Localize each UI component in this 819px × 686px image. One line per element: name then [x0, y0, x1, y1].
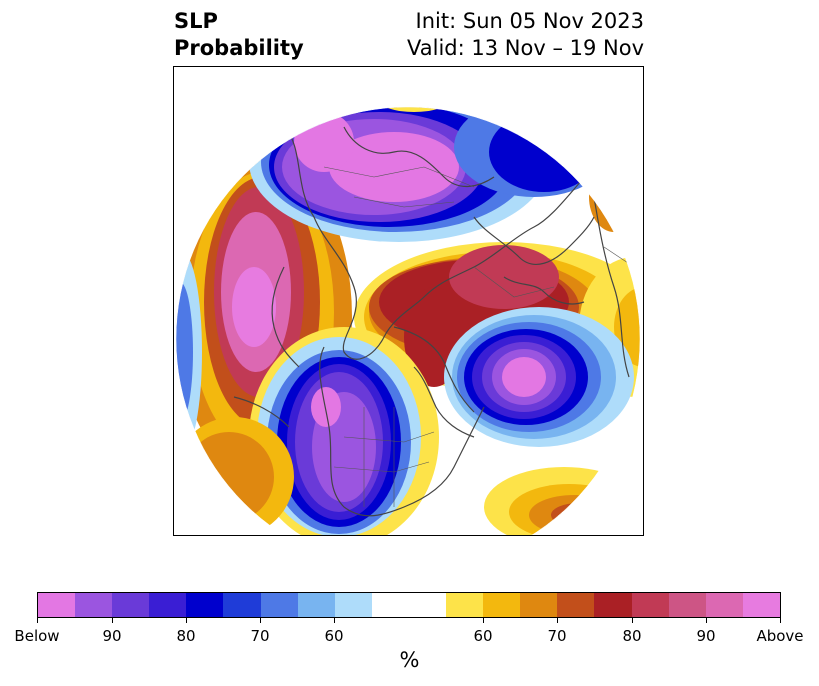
- colorbar-segment: [408, 593, 447, 617]
- colorbar-segment: [149, 593, 187, 617]
- colorbar-segment: [631, 593, 669, 617]
- title-init-date: Init: Sun 05 Nov 2023: [415, 9, 644, 33]
- colorbar-segment: [112, 593, 150, 617]
- colorbar-segment: [446, 593, 484, 617]
- colorbar: [37, 592, 781, 618]
- colorbar-tick-label: 90: [696, 627, 716, 645]
- colorbar-tick-label: 60: [473, 627, 493, 645]
- colorbar-segment: [668, 593, 706, 617]
- colorbar-segment: [223, 593, 261, 617]
- title-valid-range: Valid: 13 Nov – 19 Nov: [407, 36, 644, 60]
- anomaly-southwest-above: [176, 417, 294, 535]
- map-title-right: Init: Sun 05 Nov 2023 Valid: 13 Nov – 19…: [407, 8, 644, 62]
- colorbar-tick-label: 90: [102, 627, 122, 645]
- colorbar-segment: [186, 593, 224, 617]
- title-subtitle: Probability: [174, 36, 304, 60]
- colorbar-tick-mark: [334, 618, 335, 623]
- colorbar-unit: %: [399, 648, 420, 672]
- colorbar-tick-label: 70: [250, 627, 270, 645]
- colorbar-tick-mark: [112, 618, 113, 623]
- probability-field: [176, 107, 640, 535]
- colorbar-tick-label: 60: [324, 627, 344, 645]
- colorbar-tick-mark: [260, 618, 261, 623]
- polar-map: [173, 66, 644, 536]
- colorbar-tick-mark: [632, 618, 633, 623]
- colorbar-segment: [705, 593, 743, 617]
- colorbar-tick-mark: [186, 618, 187, 623]
- anomaly-ne-edge-above: [589, 162, 639, 232]
- colorbar-segment: [297, 593, 335, 617]
- coastlines: [233, 126, 630, 517]
- colorbar-tick-mark: [780, 618, 781, 623]
- colorbar-tick-mark: [37, 618, 38, 623]
- colorbar-tick-label: 80: [622, 627, 642, 645]
- colorbar-tick-label: 70: [547, 627, 567, 645]
- anomaly-northeast-below: [454, 107, 614, 197]
- colorbar-tick-mark: [557, 618, 558, 623]
- colorbar-segment: [371, 593, 409, 617]
- colorbar-segment: [260, 593, 298, 617]
- colorbar-segment: [483, 593, 521, 617]
- colorbar-tick-label: Above: [756, 627, 804, 645]
- anomaly-atlantic-below: [444, 307, 634, 447]
- colorbar-segment: [520, 593, 558, 617]
- title-variable: SLP: [174, 9, 218, 33]
- colorbar-tick-label: Below: [14, 627, 60, 645]
- map-title-left: SLP Probability: [174, 8, 304, 62]
- colorbar-tick-mark: [483, 618, 484, 623]
- map-canvas: [175, 106, 641, 535]
- colorbar-segment: [557, 593, 595, 617]
- colorbar-segment: [38, 593, 76, 617]
- colorbar-segment: [75, 593, 113, 617]
- colorbar-segment: [594, 593, 632, 617]
- anomaly-top-above: [379, 107, 449, 112]
- colorbar-segment: [334, 593, 372, 617]
- colorbar-segment: [742, 593, 780, 617]
- colorbar-tick-mark: [706, 618, 707, 623]
- anomaly-west-below: [176, 252, 202, 452]
- colorbar-tick-label: 80: [176, 627, 196, 645]
